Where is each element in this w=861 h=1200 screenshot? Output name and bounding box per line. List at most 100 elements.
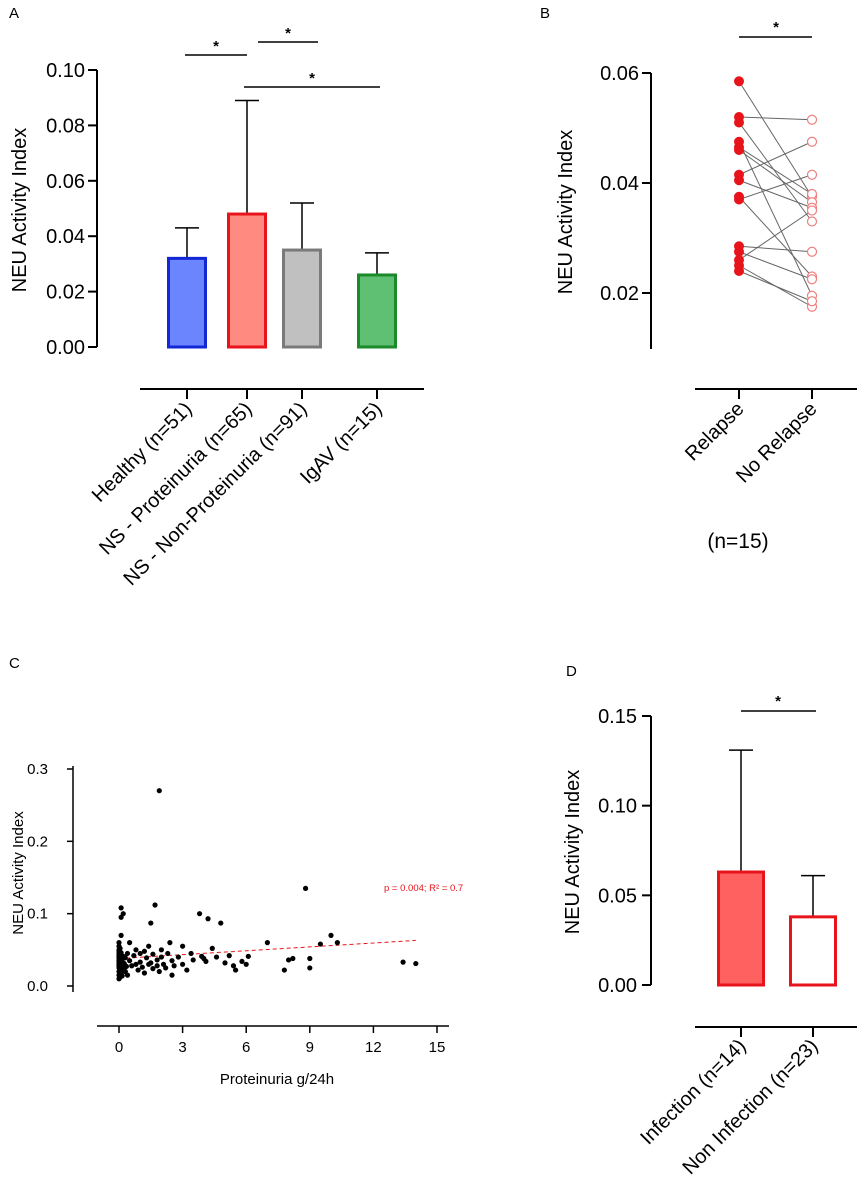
panel-d-ylabel: NEU Activity Index	[562, 770, 584, 935]
panel-c-ylabel: NEU Activity Index	[10, 811, 27, 935]
panel-c-data-point	[286, 957, 292, 963]
panel-c-data-point	[154, 957, 160, 963]
panel-a-significance-label: *	[285, 25, 291, 42]
panel-c-annotation: p = 0.004; R² = 0.7	[384, 883, 463, 894]
panel-b-pair-line	[738, 210, 813, 261]
panel-b-ytick-label: 0.06	[600, 63, 639, 85]
panel-c-data-point	[165, 950, 171, 957]
panel-a-ytick-label: 0.04	[46, 226, 85, 248]
panel-c-data-point	[239, 958, 245, 965]
panel-c-xtick-label: 12	[365, 1039, 382, 1056]
panel-b-significance-label: *	[773, 19, 779, 36]
panel-c-data-point	[124, 972, 131, 978]
panel-b-pair-line	[738, 149, 813, 203]
panel-c-data-point	[133, 947, 139, 953]
panel-c-data-point	[137, 950, 143, 957]
panel-b-no-relapse-point	[806, 296, 818, 307]
panel-c-data-point	[400, 959, 406, 965]
panel-c-data-point	[150, 966, 156, 972]
panel-c-data-point	[317, 941, 323, 947]
panel-b-label: B	[540, 5, 550, 22]
panel-b-note: (n=15)	[707, 530, 768, 553]
panel-c-data-point	[233, 967, 239, 973]
panel-c-xtick-label: 3	[178, 1039, 186, 1056]
panel-d-ytick-label: 0.00	[598, 975, 637, 997]
panel-c-data-point	[203, 958, 209, 965]
panel-c-data-point	[243, 961, 249, 967]
panel-c-data-point	[180, 943, 186, 949]
panel-b-pair-line	[738, 141, 813, 296]
panel-a-xtick-label: IgAV (n=15)	[296, 398, 386, 488]
panel-b-no-relapse-point	[806, 274, 818, 285]
panel-a-significance-label: *	[309, 70, 315, 87]
panel-c-data-point	[413, 960, 419, 967]
panel-b-pair-line	[738, 122, 813, 222]
panel-c-xlabel: Proteinuria g/24h	[220, 1071, 334, 1088]
panel-a-ytick-label: 0.02	[46, 282, 85, 304]
panel-c-data-point	[124, 950, 131, 957]
panel-c-data-point	[127, 958, 133, 964]
panel-c-data-point	[117, 945, 123, 951]
panel-c-data-point	[150, 951, 156, 957]
panel-c-data-point	[196, 911, 203, 917]
panel-d-ytick-label: 0.05	[598, 885, 637, 907]
panel-c-data-point	[218, 920, 224, 926]
panel-b-pair-line	[738, 179, 813, 209]
panel-c-data-point	[230, 963, 237, 969]
panel-d-bar	[717, 870, 765, 987]
panel-c-data-point	[188, 950, 194, 957]
panel-c-data-point	[171, 963, 177, 969]
panel-b-no-relapse-point	[806, 169, 818, 180]
panel-c-data-point	[307, 955, 313, 962]
panel-a-ytick-label: 0.10	[46, 60, 85, 82]
panel-c-data-point	[222, 960, 228, 966]
panel-a-ytick-label: 0.08	[46, 115, 85, 137]
panel-c-data-point	[118, 932, 124, 938]
panel-a-chart: NEU Activity Index 0.00 0.02 0.04 0.06 0.08 0…	[9, 25, 424, 590]
panel-a-significance-label: *	[213, 38, 219, 55]
panel-c-data-point	[175, 954, 181, 960]
panel-c-data-point	[148, 960, 154, 966]
panel-b-no-relapse-point	[806, 216, 818, 227]
panel-c-xtick-label: 6	[242, 1039, 250, 1056]
panel-b-relapse-point	[734, 145, 744, 155]
panel-b-ytick-label: 0.04	[600, 173, 639, 195]
panel-c-data-point	[158, 947, 164, 953]
panel-c-ytick-label: 0.3	[27, 761, 48, 778]
panel-c-data-point	[213, 954, 220, 960]
panel-c-data-point	[141, 970, 148, 976]
panel-c-data-point	[158, 954, 164, 960]
panel-c-data-point	[135, 967, 141, 973]
panel-c-data-point	[127, 940, 133, 946]
panel-c-data-point	[169, 958, 175, 964]
panel-c-data-point	[334, 940, 340, 946]
panel-c-data-point	[290, 955, 296, 962]
panel-c-data-point	[122, 955, 128, 961]
panel-c-data-point	[146, 943, 152, 949]
panel-d-xtick-label: Non Infection (n=23)	[678, 1035, 822, 1179]
panel-a-label: A	[9, 5, 19, 22]
panel-c-ytick-label: 0.1	[27, 906, 48, 923]
panel-b-pair-line	[738, 196, 813, 277]
panel-d-ytick-label: 0.15	[598, 706, 637, 728]
panel-b-xtick-label: Relapse	[681, 398, 748, 465]
panel-b-relapse-point	[734, 76, 744, 87]
panel-c-data-point	[184, 967, 190, 973]
panel-b-no-relapse-point	[806, 136, 818, 147]
panel-c-data-point	[123, 963, 130, 970]
panel-d-significance-label: *	[775, 693, 781, 710]
panel-a-bar	[167, 256, 207, 349]
panel-c-xtick-label: 0	[115, 1039, 123, 1056]
panel-b-pair-line	[738, 116, 813, 121]
panel-c-data-point	[302, 885, 309, 891]
panel-b-pair-line	[738, 174, 813, 200]
panel-b-relapse-point	[734, 175, 744, 186]
panel-b-chart: NEU Activity Index (n=15) 0.02 0.04 0.06 Re…	[555, 19, 857, 553]
panel-c-ytick-label: 0.0	[27, 978, 48, 995]
panel-b-relapse-point	[734, 266, 744, 276]
panel-b-no-relapse-point	[806, 205, 818, 216]
panel-b-relapse-point	[734, 246, 744, 257]
panel-d-ytick-label: 0.10	[598, 796, 637, 818]
panel-c-data-point	[119, 973, 125, 979]
